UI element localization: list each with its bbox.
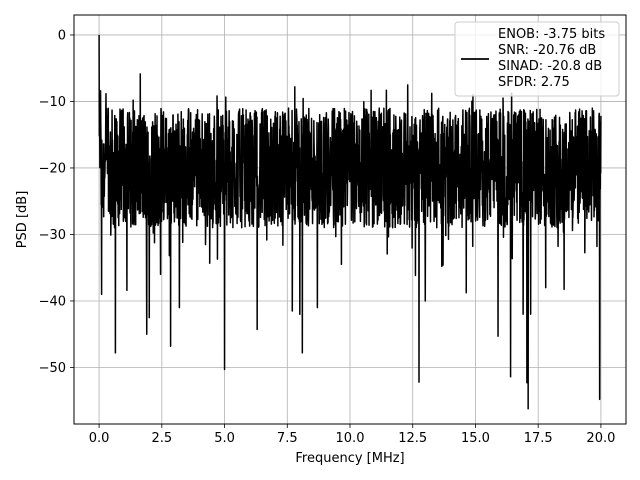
x-tick-label: 12.5 <box>398 431 427 446</box>
x-tick-label: 10.0 <box>336 431 365 446</box>
y-tick-label: −30 <box>39 228 66 243</box>
y-tick-label: −10 <box>39 95 66 110</box>
y-axis-ticks: 0 −10 −20 −30 −40 −50 <box>39 28 74 376</box>
x-axis-ticks: 0.0 2.5 5.0 7.5 10.0 12.5 15.0 17.5 20.0 <box>89 424 615 446</box>
psd-series-line <box>98 34 602 410</box>
legend: ENOB: -3.75 bits SNR: -20.76 dB SINAD: -20… <box>454 21 620 97</box>
x-tick-label: 15.0 <box>461 431 490 446</box>
y-tick-label: 0 <box>58 28 66 43</box>
x-tick-label: 17.5 <box>524 431 553 446</box>
legend-label: ENOB: -3.75 bits SNR: -20.76 dB SINAD: -20… <box>498 27 605 90</box>
x-tick-label: 2.5 <box>151 431 172 446</box>
x-tick-label: 0.0 <box>89 431 110 446</box>
y-tick-label: −50 <box>39 361 66 376</box>
x-axis-label: Frequency [MHz] <box>295 451 404 466</box>
x-tick-label: 5.0 <box>214 431 235 446</box>
y-axis-label: PSD [dB] <box>15 191 30 249</box>
x-tick-label: 7.5 <box>277 431 298 446</box>
plot-area <box>98 34 602 410</box>
y-tick-label: −20 <box>39 161 66 176</box>
y-tick-label: −40 <box>39 294 66 309</box>
legend-box <box>454 21 620 97</box>
x-tick-label: 20.0 <box>586 431 615 446</box>
